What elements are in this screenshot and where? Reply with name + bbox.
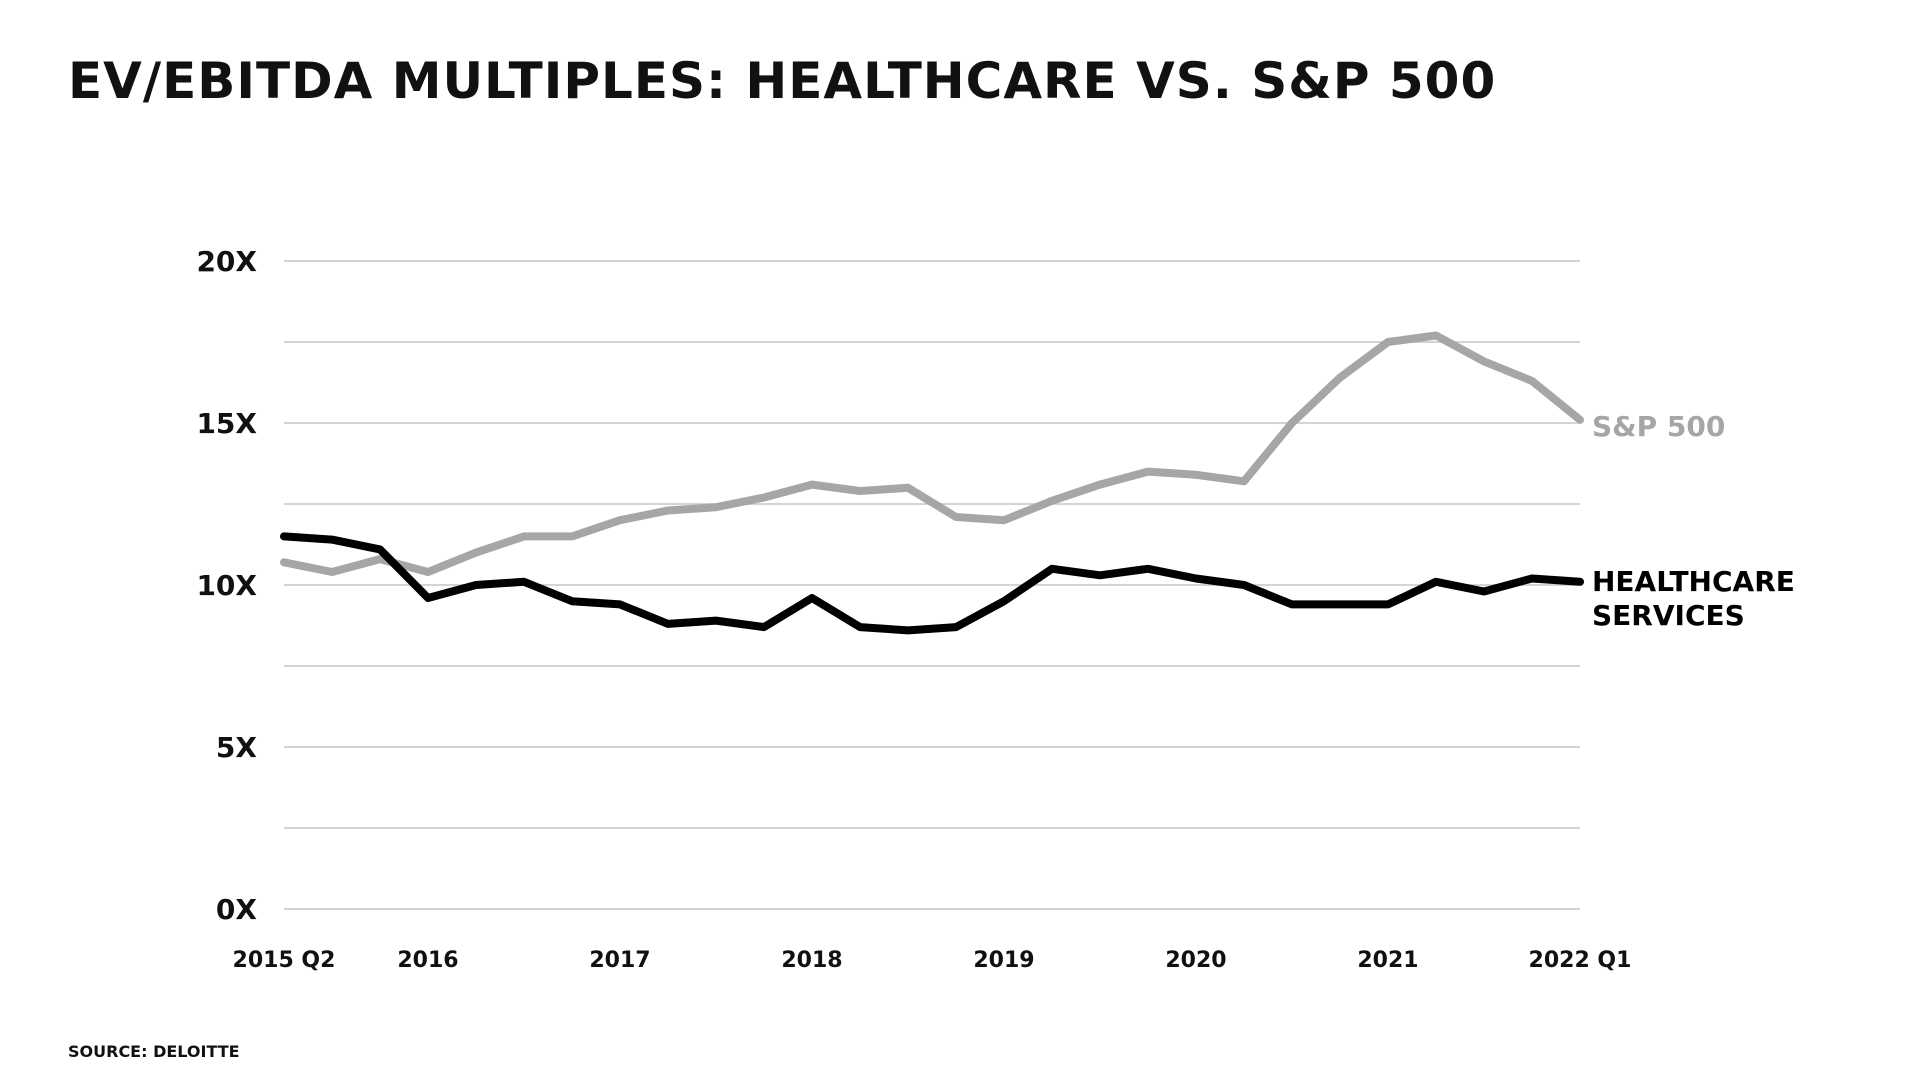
x-tick-label: 2021	[1357, 948, 1418, 973]
series-label-healthcare-services: HEALTHCARE SERVICES	[1592, 565, 1795, 632]
series-label-line: HEALTHCARE	[1592, 565, 1795, 598]
x-tick-label: 2019	[973, 948, 1034, 973]
source-note: SOURCE: DELOITTE	[68, 1042, 240, 1061]
series-labels: S&P 500 HEALTHCARE SERVICES	[1592, 410, 1795, 632]
y-tick-label: 0X	[216, 893, 257, 926]
series-lines	[280, 331, 1584, 635]
x-tick-label: 2020	[1165, 948, 1226, 973]
y-tick-label: 5X	[216, 731, 257, 764]
y-tick-label: 15X	[196, 407, 257, 440]
y-tick-label: 20X	[196, 245, 257, 278]
x-tick-label: 2016	[397, 948, 458, 973]
x-tick-label: 2015 Q2	[233, 948, 336, 973]
chart-title: EV/EBITDA MULTIPLES: HEALTHCARE VS. S&P …	[68, 52, 1497, 110]
series-line-s-p-500	[280, 331, 1584, 576]
x-tick-label: 2022 Q1	[1529, 948, 1632, 973]
x-tick-label: 2017	[589, 948, 650, 973]
y-axis-ticks: 0X 5X 10X 15X 20X	[196, 245, 257, 926]
series-label-line: SERVICES	[1592, 599, 1745, 632]
series-line-healthcare-services	[280, 532, 1584, 635]
x-tick-label: 2018	[781, 948, 842, 973]
y-tick-label: 10X	[196, 569, 257, 602]
x-axis-ticks: 2015 Q2 2016 2017 2018 2019 2020 2021 2022 Q1	[233, 948, 1632, 973]
series-label-s-p-500: S&P 500	[1592, 410, 1725, 443]
